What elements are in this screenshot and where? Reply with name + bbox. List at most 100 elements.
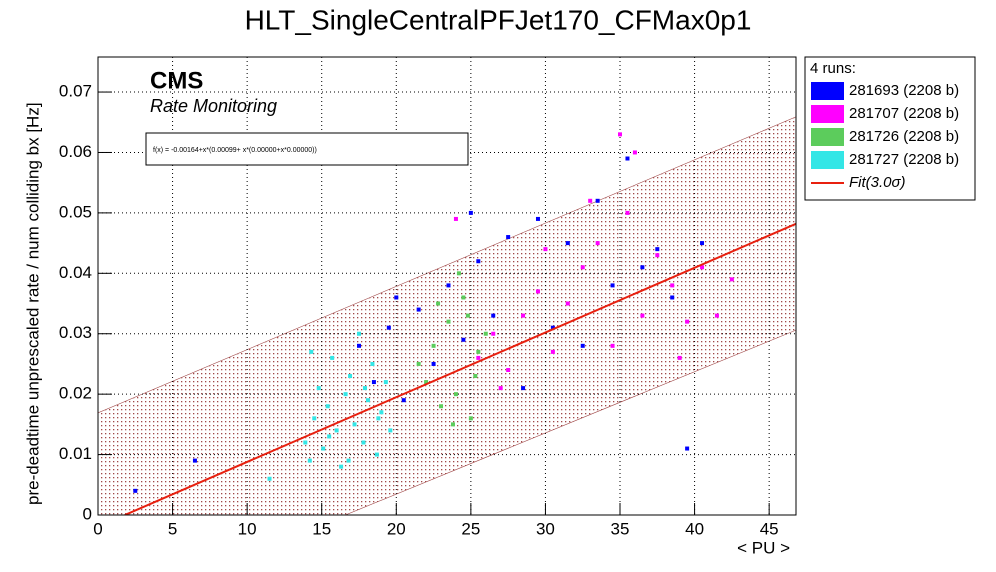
point bbox=[535, 216, 540, 221]
point bbox=[655, 247, 660, 252]
point bbox=[436, 301, 441, 306]
point bbox=[476, 355, 481, 360]
point bbox=[453, 392, 458, 397]
formula: f(x) = -0.00164+x*(0.00099+ x*(0.00000+x… bbox=[153, 147, 317, 154]
x-tick-label: 15 bbox=[312, 519, 331, 538]
point bbox=[376, 416, 381, 421]
point bbox=[465, 313, 470, 318]
point bbox=[361, 440, 366, 445]
point bbox=[267, 476, 272, 481]
point bbox=[498, 386, 503, 391]
point bbox=[543, 247, 548, 252]
point bbox=[595, 198, 600, 203]
legend-swatch bbox=[811, 82, 844, 100]
legend-title: 4 runs: bbox=[810, 60, 856, 77]
y-tick-label: 0.05 bbox=[59, 202, 92, 221]
point bbox=[416, 361, 421, 366]
point bbox=[334, 428, 339, 433]
point bbox=[580, 343, 585, 348]
point bbox=[655, 253, 660, 258]
y-tick-label: 0.01 bbox=[59, 444, 92, 463]
point bbox=[379, 410, 384, 415]
fit-band bbox=[98, 116, 796, 515]
point bbox=[506, 235, 511, 240]
point bbox=[321, 446, 326, 451]
point bbox=[714, 313, 719, 318]
point bbox=[303, 440, 308, 445]
legend-label: 281726 (2208 b) bbox=[849, 128, 959, 145]
point bbox=[424, 380, 429, 385]
x-tick-label: 10 bbox=[238, 519, 257, 538]
point bbox=[330, 355, 335, 360]
chart-title: HLT_SingleCentralPFJet170_CFMax0p1 bbox=[245, 4, 752, 35]
x-tick-label: 0 bbox=[93, 519, 102, 538]
point bbox=[625, 156, 630, 161]
point bbox=[640, 265, 645, 270]
point bbox=[371, 380, 376, 385]
formula-box bbox=[145, 132, 469, 166]
point bbox=[535, 289, 540, 294]
legend-label: 281693 (2208 b) bbox=[849, 82, 959, 99]
point bbox=[325, 404, 330, 409]
point bbox=[468, 210, 473, 215]
point bbox=[401, 398, 406, 403]
point bbox=[677, 355, 682, 360]
point bbox=[192, 458, 197, 463]
point bbox=[550, 349, 555, 354]
point bbox=[339, 464, 344, 469]
point bbox=[431, 361, 436, 366]
x-tick-label: 40 bbox=[685, 519, 704, 538]
point bbox=[670, 295, 675, 300]
point bbox=[610, 283, 615, 288]
point bbox=[307, 458, 312, 463]
point bbox=[595, 241, 600, 246]
point bbox=[346, 458, 351, 463]
point bbox=[565, 301, 570, 306]
point bbox=[461, 295, 466, 300]
point bbox=[483, 331, 488, 336]
point bbox=[700, 265, 705, 270]
point bbox=[446, 283, 451, 288]
point bbox=[580, 265, 585, 270]
point bbox=[357, 331, 362, 336]
point bbox=[491, 331, 496, 336]
point bbox=[670, 283, 675, 288]
point bbox=[439, 404, 444, 409]
point bbox=[450, 422, 455, 427]
point bbox=[588, 198, 593, 203]
point bbox=[327, 434, 332, 439]
y-tick-label: 0.06 bbox=[59, 142, 92, 161]
point bbox=[133, 488, 138, 493]
y-tick-label: 0.02 bbox=[59, 384, 92, 403]
point bbox=[456, 271, 461, 276]
fit-line bbox=[124, 222, 796, 515]
x-tick-label: 45 bbox=[760, 519, 779, 538]
point bbox=[365, 398, 370, 403]
point bbox=[461, 337, 466, 342]
experiment-label: CMS bbox=[150, 67, 203, 94]
y-tick-label: 0 bbox=[83, 504, 92, 523]
point bbox=[685, 446, 690, 451]
point bbox=[565, 241, 570, 246]
y-tick-label: 0.07 bbox=[59, 82, 92, 101]
point bbox=[374, 452, 379, 457]
legend-label: 281707 (2208 b) bbox=[849, 105, 959, 122]
point bbox=[476, 349, 481, 354]
point bbox=[316, 386, 321, 391]
point bbox=[618, 132, 623, 137]
x-tick-label: 20 bbox=[387, 519, 406, 538]
point bbox=[729, 277, 734, 282]
point bbox=[521, 386, 526, 391]
y-tick-label: 0.04 bbox=[59, 263, 92, 282]
point bbox=[309, 349, 314, 354]
point bbox=[312, 416, 317, 421]
legend-swatch bbox=[811, 105, 844, 123]
legend-swatch bbox=[811, 151, 844, 169]
point bbox=[473, 374, 478, 379]
x-tick-label: 35 bbox=[611, 519, 630, 538]
point bbox=[625, 210, 630, 215]
point bbox=[446, 319, 451, 324]
y-tick-label: 0.03 bbox=[59, 323, 92, 342]
point bbox=[357, 343, 362, 348]
x-axis-label: < PU > bbox=[737, 538, 790, 557]
